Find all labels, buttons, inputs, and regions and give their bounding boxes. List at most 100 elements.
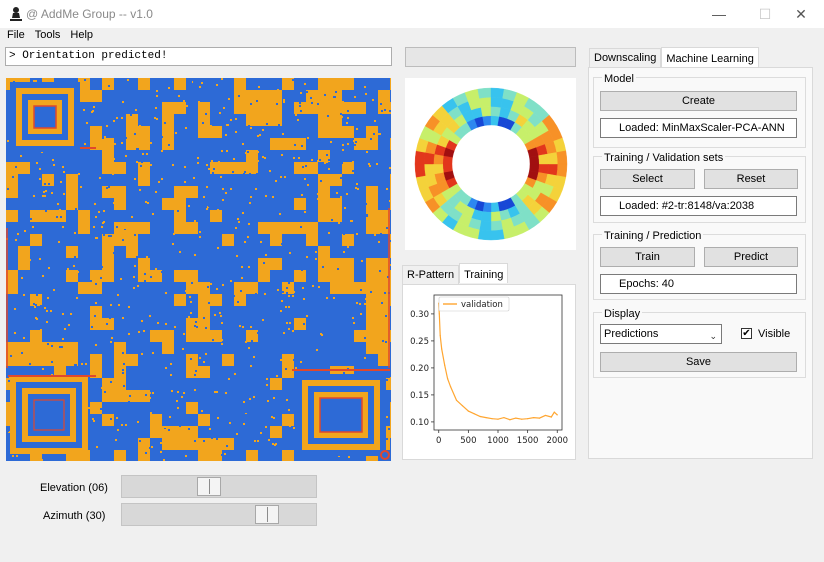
map-speckle xyxy=(221,150,223,152)
tab-machine-learning[interactable]: Machine Learning xyxy=(661,47,759,68)
map-speckle xyxy=(280,367,282,369)
map-speckle xyxy=(209,428,211,430)
tab-training[interactable]: Training xyxy=(459,263,509,283)
epochs-field[interactable]: Epochs: 40 xyxy=(600,274,797,294)
map-speckle xyxy=(119,447,121,449)
ring-cell xyxy=(482,115,492,126)
map-speckle xyxy=(386,438,388,440)
map-speckle xyxy=(335,300,337,302)
map-speckle xyxy=(376,173,378,175)
map-speckle xyxy=(28,170,30,172)
map-speckle xyxy=(129,127,131,129)
reset-sets-button[interactable]: Reset xyxy=(704,169,798,189)
maximize-button[interactable]: ☐ xyxy=(758,5,772,22)
menu-bar: File Tools Help xyxy=(0,27,98,45)
map-block xyxy=(114,174,126,186)
map-speckle xyxy=(263,262,265,264)
tab-r-pattern[interactable]: R-Pattern xyxy=(402,265,460,284)
map-speckle xyxy=(161,150,163,152)
map-speckle xyxy=(373,295,375,297)
close-button[interactable]: ✕ xyxy=(795,5,807,22)
map-speckle xyxy=(289,271,291,273)
map-speckle xyxy=(82,122,84,124)
map-speckle xyxy=(352,161,354,163)
visible-checkbox[interactable]: ✔ xyxy=(741,328,752,339)
map-speckle xyxy=(354,158,356,160)
map-speckle xyxy=(84,79,86,81)
map-speckle xyxy=(344,207,346,209)
map-block xyxy=(294,306,306,318)
map-speckle xyxy=(386,416,388,418)
chart-legend: validation xyxy=(438,296,510,312)
map-speckle xyxy=(275,180,277,182)
map-speckle xyxy=(245,414,247,416)
create-model-button[interactable]: Create xyxy=(600,91,797,111)
map-speckle xyxy=(218,161,220,163)
menu-file[interactable]: File xyxy=(7,29,25,41)
map-speckle xyxy=(214,314,216,316)
map-speckle xyxy=(194,220,196,222)
map-speckle xyxy=(318,146,320,148)
map-block xyxy=(174,414,198,426)
map-speckle xyxy=(222,284,224,286)
map-speckle xyxy=(80,186,82,188)
map-speckle xyxy=(103,269,105,271)
train-button[interactable]: Train xyxy=(600,247,695,267)
map-block xyxy=(78,258,90,282)
map-speckle xyxy=(176,144,178,146)
map-speckle xyxy=(262,380,264,382)
map-block xyxy=(198,174,222,198)
ring-cell xyxy=(414,150,426,165)
map-speckle xyxy=(102,222,104,224)
map-speckle xyxy=(116,359,118,361)
map-speckle xyxy=(359,99,361,101)
map-block xyxy=(174,258,198,270)
validation-point xyxy=(497,418,499,420)
map-speckle xyxy=(186,378,188,380)
map-speckle xyxy=(247,151,249,153)
map-block xyxy=(42,330,54,342)
menu-help[interactable]: Help xyxy=(70,29,94,41)
map-block xyxy=(378,78,390,90)
map-block xyxy=(6,246,18,258)
console-output: > Orientation predicted! xyxy=(5,47,392,66)
orientation-map[interactable] xyxy=(6,78,391,461)
map-speckle xyxy=(203,361,205,363)
elevation-slider[interactable] xyxy=(121,475,317,498)
sets-group: Training / Validation sets Select Reset … xyxy=(593,152,806,223)
map-speckle xyxy=(51,361,53,363)
map-speckle xyxy=(264,97,266,99)
map-speckle xyxy=(292,346,294,348)
map-speckle xyxy=(292,295,294,297)
map-speckle xyxy=(344,254,346,256)
map-speckle xyxy=(174,90,176,92)
map-block xyxy=(354,342,366,354)
map-speckle xyxy=(95,207,97,209)
elevation-slider-thumb[interactable] xyxy=(197,477,221,496)
map-speckle xyxy=(206,186,208,188)
select-sets-button[interactable]: Select xyxy=(600,169,695,189)
map-speckle xyxy=(177,140,179,142)
map-block xyxy=(282,102,294,126)
map-speckle xyxy=(50,206,52,208)
map-block xyxy=(234,318,246,342)
map-block xyxy=(66,282,78,294)
map-speckle xyxy=(165,103,167,105)
map-speckle xyxy=(281,154,283,156)
map-speckle xyxy=(266,384,268,386)
map-speckle xyxy=(295,228,297,230)
map-speckle xyxy=(245,152,247,154)
display-mode-select[interactable]: Predictions ⌄ xyxy=(600,324,722,344)
map-speckle xyxy=(348,296,350,298)
predict-button[interactable]: Predict xyxy=(704,247,798,267)
map-block xyxy=(210,222,222,246)
map-speckle xyxy=(7,217,9,219)
tab-downscaling[interactable]: Downscaling xyxy=(589,48,662,68)
map-speckle xyxy=(156,420,158,422)
save-button[interactable]: Save xyxy=(600,352,797,372)
menu-tools[interactable]: Tools xyxy=(34,29,61,41)
azimuth-slider-thumb[interactable] xyxy=(255,505,279,524)
minimize-button[interactable]: — xyxy=(712,6,726,22)
map-speckle xyxy=(343,251,345,253)
azimuth-slider[interactable] xyxy=(121,503,317,526)
